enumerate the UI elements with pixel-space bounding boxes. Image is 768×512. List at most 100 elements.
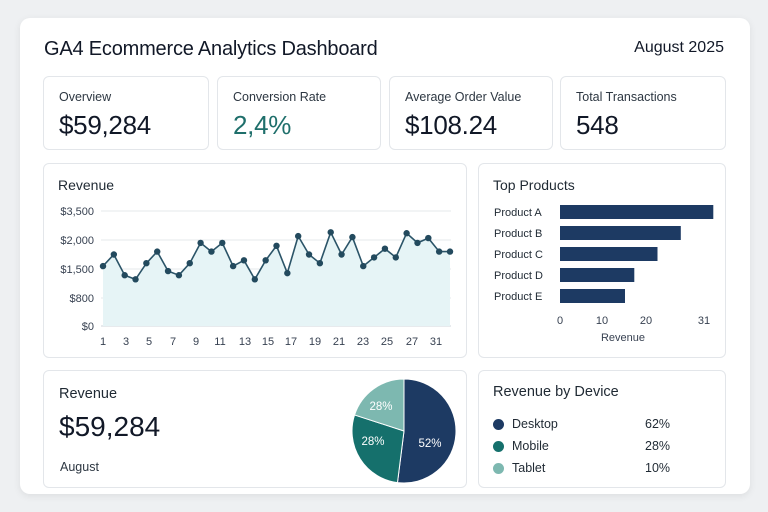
revenue-point[interactable] (446, 248, 454, 255)
revenue-point[interactable] (338, 251, 345, 258)
device-name: Desktop (512, 417, 558, 431)
revenue-summary-title: Revenue (59, 386, 118, 402)
revenue-point[interactable] (381, 245, 389, 252)
pie-slice[interactable] (351, 414, 405, 484)
revenue-point[interactable] (425, 234, 432, 242)
pie-slice-label: 28% (361, 436, 384, 448)
revenue-point[interactable] (164, 267, 172, 275)
revenue-line-chart[interactable]: $3,500$2,000$1,500$800$0 1 3 5 7 9 11 13 15 17 19… (44, 164, 468, 359)
top-products-bar-chart[interactable]: Product A Product B Product C Product D Prod… (479, 164, 727, 359)
device-pct: 62% (645, 417, 671, 431)
pie-slice-label: 28% (369, 401, 392, 413)
revenue-point[interactable] (229, 262, 237, 270)
product-bar[interactable] (560, 247, 658, 261)
revenue-point[interactable] (305, 251, 313, 258)
x-tick-label: 1 (100, 336, 106, 348)
revenue-point[interactable] (316, 260, 324, 267)
revenue-point[interactable] (349, 233, 356, 241)
revenue-point[interactable] (143, 260, 150, 267)
bar-category-label: Product A (494, 207, 542, 219)
tablet-legend-dot (493, 463, 504, 474)
dashboard: GA4 Ecommerce Analytics Dashboard August… (20, 18, 750, 494)
x-tick-label: 7 (170, 336, 176, 348)
revenue-by-device-card: Revenue by Device Desktop 62% Mobile 28%… (478, 370, 726, 488)
device-row-mobile[interactable]: Mobile 28% (493, 439, 693, 455)
revenue-point[interactable] (175, 272, 183, 279)
revenue-point[interactable] (403, 230, 410, 237)
bar-x-tick-label: 31 (698, 315, 710, 327)
product-bar[interactable] (560, 205, 714, 219)
revenue-point[interactable] (132, 276, 139, 283)
revenue-point[interactable] (392, 254, 399, 261)
product-bar[interactable] (560, 226, 681, 240)
revenue-point[interactable] (294, 232, 302, 240)
top-products-card: Top Products Product A Product B Product C… (478, 163, 726, 358)
revenue-point[interactable] (370, 254, 378, 261)
revenue-point[interactable] (414, 239, 421, 247)
period-label[interactable]: August 2025 (634, 39, 724, 56)
kpi-label: Overview (59, 90, 112, 104)
top-products-title: Top Products (493, 177, 575, 193)
kpi-card-overview[interactable]: Overview $59,284 (43, 76, 209, 150)
revenue-point[interactable] (251, 276, 259, 283)
x-tick-label: 19 (309, 336, 321, 348)
revenue-chart-title: Revenue (58, 177, 115, 193)
revenue-point[interactable] (284, 269, 291, 277)
kpi-value: $59,284 (59, 110, 151, 140)
revenue-point[interactable] (435, 248, 443, 255)
x-tick-label: 5 (146, 336, 152, 348)
x-tick-label: 17 (285, 336, 297, 348)
pie-slice-label: 52% (418, 438, 441, 450)
pie-slice[interactable] (396, 378, 457, 484)
revenue-point[interactable] (219, 239, 226, 247)
x-tick-label: 31 (430, 336, 442, 348)
revenue-point[interactable] (186, 260, 193, 267)
revenue-point[interactable] (240, 257, 248, 264)
bar-category-label: Product C (494, 249, 543, 261)
revenue-point[interactable] (99, 262, 107, 270)
revenue-pie-chart[interactable]: 52% 28% 28% (346, 371, 466, 489)
revenue-point[interactable] (208, 248, 215, 255)
bar-x-axis-label: Revenue (601, 332, 645, 344)
desktop-legend-dot (493, 419, 504, 430)
pie-slice[interactable] (353, 378, 405, 432)
product-bar[interactable] (560, 268, 635, 282)
kpi-card-average-order-value[interactable]: Average Order Value $108.24 (389, 76, 553, 150)
revenue-point[interactable] (121, 272, 128, 279)
device-name: Tablet (512, 461, 546, 475)
device-row-tablet[interactable]: Tablet 10% (493, 461, 693, 477)
revenue-point[interactable] (273, 242, 280, 249)
x-tick-label: 15 (262, 336, 274, 348)
kpi-value: 2,4% (233, 110, 292, 140)
device-name: Mobile (512, 439, 549, 453)
product-bar[interactable] (560, 289, 625, 303)
x-tick-label: 13 (239, 336, 251, 348)
kpi-card-total-transactions[interactable]: Total Transactions 548 (560, 76, 726, 150)
page-title: GA4 Ecommerce Analytics Dashboard (44, 38, 378, 60)
revenue-point[interactable] (360, 262, 367, 270)
device-row-desktop[interactable]: Desktop 62% (493, 417, 693, 433)
bar-x-tick-label: 20 (640, 315, 652, 327)
revenue-point[interactable] (110, 251, 118, 258)
revenue-summary-card: Revenue $59,284 August 52% 28% 28% (43, 370, 467, 488)
revenue-point[interactable] (262, 257, 269, 264)
mobile-legend-dot (493, 441, 504, 452)
revenue-point[interactable] (327, 229, 334, 236)
revenue-by-device-title: Revenue by Device (493, 384, 619, 400)
x-tick-label: 21 (333, 336, 345, 348)
kpi-value: 548 (576, 110, 619, 140)
revenue-chart-card: Revenue $3,500 $2,000 $1,500 $800 $0 1 3 5 7 9 11… (43, 163, 467, 358)
device-pct: 10% (645, 461, 671, 475)
kpi-card-conversion-rate[interactable]: Conversion Rate 2,4% (217, 76, 381, 150)
bar-category-label: Product B (494, 228, 542, 240)
y-tick-label: $3,500 (60, 206, 94, 218)
revenue-point[interactable] (154, 248, 161, 255)
y-tick-label: $2,000 (60, 235, 94, 247)
x-tick-label: 11 (214, 336, 225, 348)
y-tick-label: $1,500 (60, 264, 94, 276)
kpi-label: Average Order Value (405, 90, 522, 104)
bar-category-label: Product E (494, 291, 542, 303)
revenue-point[interactable] (197, 239, 204, 247)
y-tick-label: $800 (70, 293, 94, 305)
device-pct: 28% (645, 439, 671, 453)
